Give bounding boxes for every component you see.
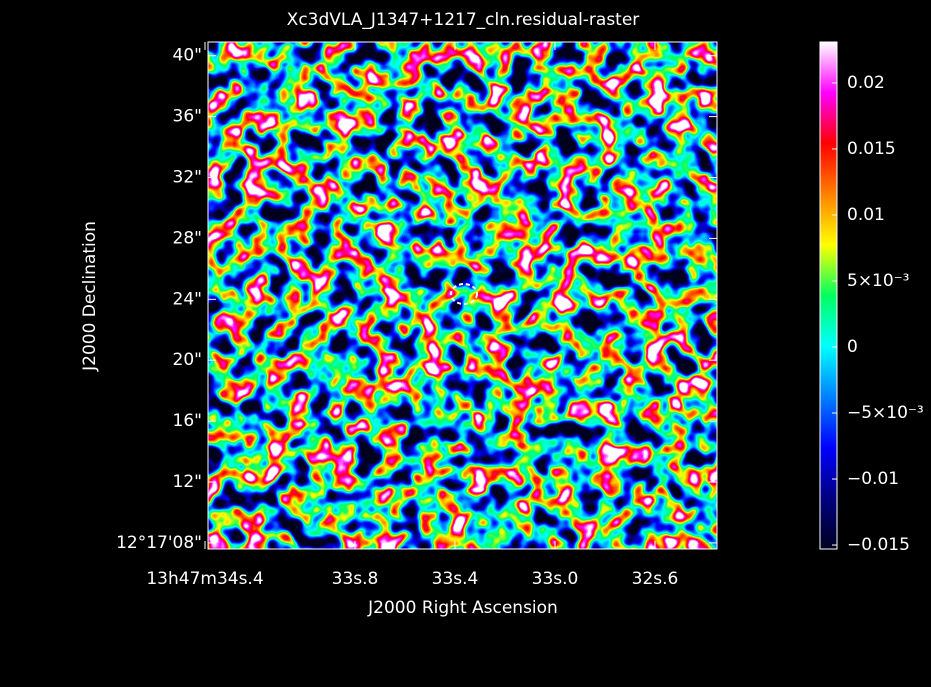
y-tick-label: 12°17'08" (116, 533, 202, 553)
colorbar-tick-label: −5×10⁻³ (847, 403, 924, 423)
y-tick-label: 36" (173, 107, 202, 127)
y-tick-label: 12" (173, 472, 202, 492)
y-tick-label: 40" (173, 46, 202, 66)
colorbar-tick-label: −0.01 (847, 469, 899, 489)
colorbar-tick-label: −0.015 (847, 535, 910, 555)
colorbar-tick-label: 0.01 (847, 205, 885, 225)
x-tick-label: 33s.0 (532, 569, 579, 589)
y-tick-label: 24" (173, 289, 202, 309)
y-tick-label: 28" (173, 228, 202, 248)
raster-image (208, 42, 717, 549)
x-axis-label: J2000 Right Ascension (367, 598, 558, 618)
y-tick-label: 16" (173, 411, 202, 431)
region-marker (450, 283, 478, 305)
colorbar-tick-label: 0.02 (847, 73, 885, 93)
colorbar (819, 41, 838, 550)
x-tick-label: 33s.4 (432, 569, 479, 589)
x-tick-label: 33s.8 (332, 569, 379, 589)
colorbar-tick-label: 0.015 (847, 139, 896, 159)
y-tick-label: 20" (173, 350, 202, 370)
colorbar-tick-label: 5×10⁻³ (847, 271, 909, 291)
y-tick-label: 32" (173, 168, 202, 188)
x-tick-label: 13h47m34s.4 (146, 569, 263, 589)
chart-title: Xc3dVLA_J1347+1217_cln.residual-raster (287, 10, 640, 30)
plot-frame (207, 41, 718, 550)
x-tick-label: 32s.6 (632, 569, 679, 589)
y-axis-label: J2000 Declination (80, 221, 100, 372)
colorbar-tick-label: 0 (847, 337, 858, 357)
